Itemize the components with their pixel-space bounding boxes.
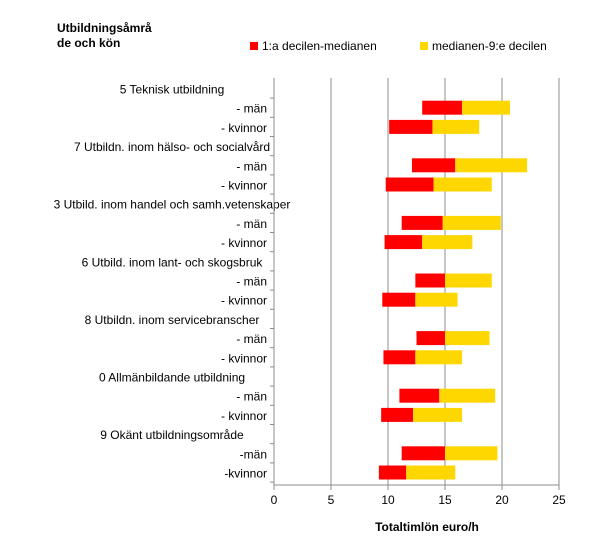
- bar-median-d9: [415, 292, 458, 307]
- category-group-label: 7 Utbildn. inom hälso- och socialvård: [74, 140, 270, 154]
- bar-median-d9: [442, 215, 501, 230]
- x-tick-label: 25: [552, 493, 566, 507]
- category-label: - kvinnor: [221, 236, 267, 250]
- category-label: - kvinnor: [221, 121, 267, 135]
- legend-swatch: [420, 42, 428, 50]
- bar-median-d9: [445, 446, 498, 461]
- category-group-label: 9 Okänt utbildningsområde: [100, 428, 244, 442]
- bar-d1-median: [399, 388, 440, 403]
- bar-median-d9: [415, 350, 463, 365]
- x-axis-title: Totaltimlön euro/h: [375, 520, 479, 534]
- category-label: - kvinnor: [221, 409, 267, 423]
- category-group-label: 8 Utbildn. inom servicebranscher: [85, 313, 260, 327]
- bar-d1-median: [384, 235, 423, 250]
- bar-d1-median: [383, 350, 416, 365]
- category-label: - män: [236, 217, 267, 231]
- category-label: - kvinnor: [221, 294, 267, 308]
- bar-d1-median: [389, 119, 433, 134]
- chart-title-line: de och kön: [57, 36, 120, 50]
- bar-median-d9: [422, 235, 473, 250]
- category-group-label: 0 Allmänbildande utbildning: [99, 371, 245, 385]
- bar-d1-median: [378, 465, 407, 480]
- chart-title-line: Utbildningsåmrå: [57, 21, 152, 35]
- x-tick-label: 20: [495, 493, 509, 507]
- category-label: - män: [236, 159, 267, 173]
- bars: [378, 100, 528, 480]
- bar-median-d9: [433, 177, 492, 192]
- category-group-label: 6 Utbild. inom lant- och skogsbruk: [82, 255, 264, 269]
- bar-d1-median: [401, 215, 443, 230]
- category-group-label: 5 Teknisk utbildning: [120, 83, 225, 97]
- legend-label: medianen-9:e decilen: [432, 39, 547, 53]
- x-tick-label: 15: [438, 493, 452, 507]
- x-tick-label: 5: [328, 493, 335, 507]
- category-label: - kvinnor: [221, 351, 267, 365]
- bar-median-d9: [406, 465, 456, 480]
- bar-d1-median: [411, 158, 456, 173]
- category-labels: 5 Teknisk utbildning - män - kvinnor 7 Utbi…: [54, 83, 291, 481]
- bar-median-d9: [455, 158, 528, 173]
- x-tick-label: 0: [271, 493, 278, 507]
- bar-median-d9: [445, 273, 492, 288]
- bar-d1-median: [415, 273, 445, 288]
- legend-swatch: [250, 42, 258, 50]
- category-label: -kvinnor: [224, 467, 267, 481]
- bar-d1-median: [422, 100, 463, 115]
- category-label: - män: [236, 390, 267, 404]
- bar-d1-median: [416, 331, 445, 346]
- category-label: -män: [240, 447, 267, 461]
- category-label: - män: [236, 332, 267, 346]
- bar-median-d9: [432, 119, 480, 134]
- bar-d1-median: [382, 292, 416, 307]
- x-tick-label: 10: [381, 493, 395, 507]
- category-group-label: 3 Utbild. inom handel och samh.vetenskap…: [54, 198, 291, 212]
- category-label: - män: [236, 102, 267, 116]
- bar-d1-median: [381, 407, 414, 422]
- legend: 1:a decilen-medianen medianen-9:e decilen: [250, 39, 547, 53]
- x-axis: 0 5 10 15 20 25: [270, 78, 566, 507]
- bar-median-d9: [439, 388, 496, 403]
- bar-d1-median: [385, 177, 434, 192]
- category-label: - män: [236, 275, 267, 289]
- bar-median-d9: [462, 100, 510, 115]
- category-label: - kvinnor: [221, 179, 267, 193]
- bar-median-d9: [445, 331, 490, 346]
- legend-label: 1:a decilen-medianen: [262, 39, 377, 53]
- bar-median-d9: [413, 407, 463, 422]
- bar-d1-median: [401, 446, 445, 461]
